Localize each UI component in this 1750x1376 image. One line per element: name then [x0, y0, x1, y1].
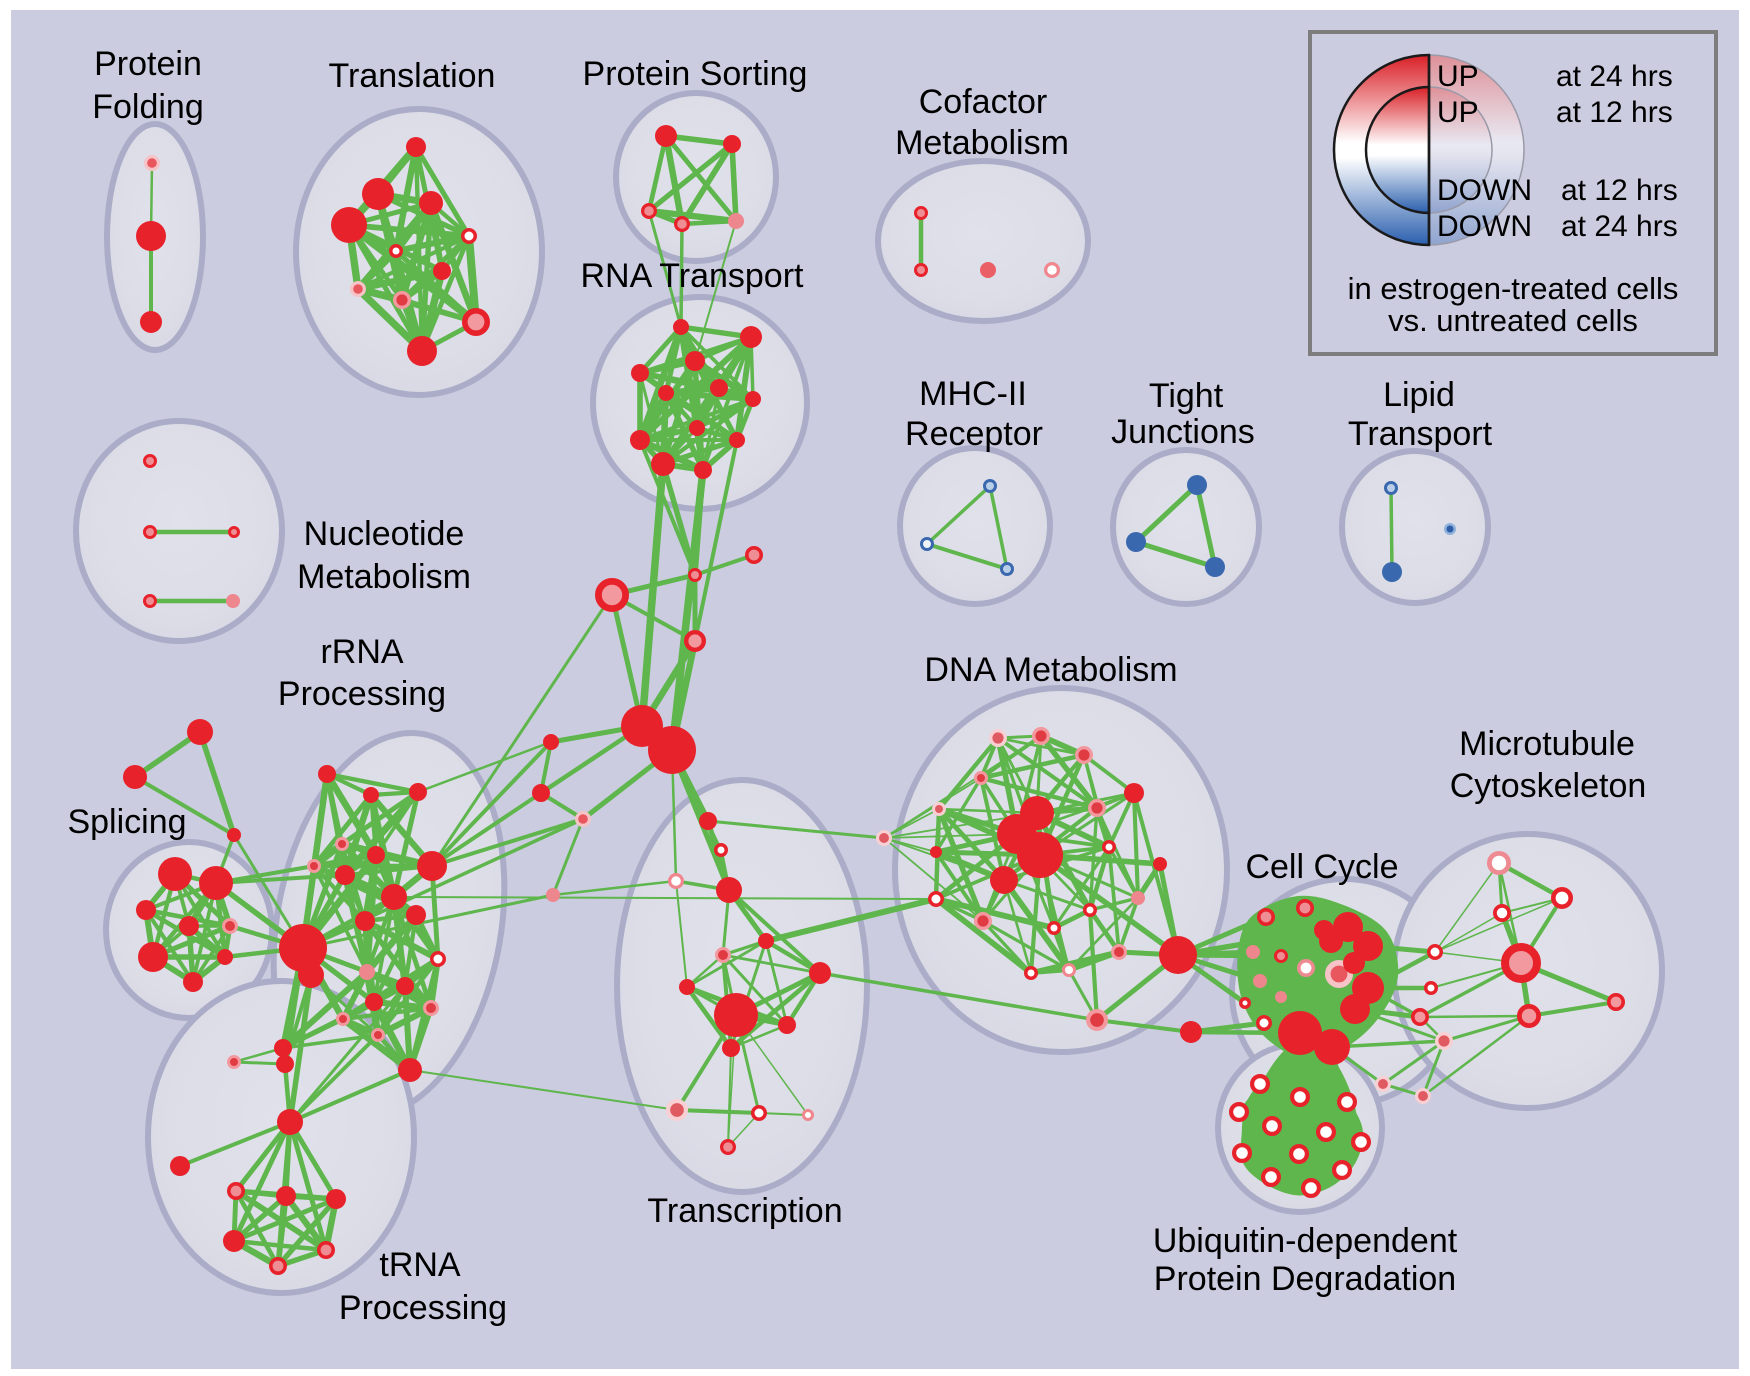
svg-text:Cell Cycle: Cell Cycle — [1245, 848, 1398, 886]
svg-text:Metabolism: Metabolism — [297, 558, 471, 596]
svg-text:Protein Degradation: Protein Degradation — [1154, 1260, 1456, 1298]
svg-text:Tight: Tight — [1149, 377, 1224, 415]
svg-text:Folding: Folding — [92, 88, 204, 126]
svg-text:Cofactor: Cofactor — [919, 83, 1048, 121]
svg-text:vs. untreated cells: vs. untreated cells — [1388, 303, 1638, 338]
svg-text:Receptor: Receptor — [905, 415, 1043, 453]
svg-text:Transport: Transport — [1348, 415, 1493, 453]
svg-text:in estrogen-treated cells: in estrogen-treated cells — [1348, 271, 1679, 306]
svg-text:Protein Sorting: Protein Sorting — [583, 55, 808, 93]
svg-text:DNA Metabolism: DNA Metabolism — [924, 651, 1177, 689]
svg-text:Metabolism: Metabolism — [895, 124, 1069, 162]
svg-text:at 24 hrs: at 24 hrs — [1561, 210, 1678, 243]
svg-text:Processing: Processing — [278, 675, 446, 713]
svg-text:Ubiquitin-dependent: Ubiquitin-dependent — [1153, 1222, 1458, 1260]
svg-text:UP: UP — [1437, 60, 1479, 93]
svg-text:Processing: Processing — [339, 1289, 507, 1327]
svg-text:Cytoskeleton: Cytoskeleton — [1450, 767, 1647, 805]
svg-text:Protein: Protein — [94, 45, 202, 83]
svg-text:Translation: Translation — [329, 57, 496, 95]
svg-text:RNA Transport: RNA Transport — [581, 257, 805, 295]
svg-text:at 12 hrs: at 12 hrs — [1561, 174, 1678, 207]
svg-text:Transcription: Transcription — [647, 1192, 842, 1230]
svg-text:tRNA: tRNA — [379, 1246, 461, 1284]
svg-text:DOWN: DOWN — [1437, 174, 1532, 207]
svg-text:at 12 hrs: at 12 hrs — [1556, 96, 1673, 129]
svg-text:Microtubule: Microtubule — [1459, 725, 1635, 763]
svg-text:at 24 hrs: at 24 hrs — [1556, 60, 1673, 93]
svg-text:Junctions: Junctions — [1111, 413, 1255, 451]
svg-text:Nucleotide: Nucleotide — [304, 515, 465, 553]
svg-text:rRNA: rRNA — [320, 633, 403, 671]
svg-text:MHC-II: MHC-II — [919, 375, 1027, 413]
svg-text:Splicing: Splicing — [67, 803, 186, 841]
svg-text:Lipid: Lipid — [1383, 376, 1455, 414]
svg-text:DOWN: DOWN — [1437, 210, 1532, 243]
svg-text:UP: UP — [1437, 96, 1479, 129]
